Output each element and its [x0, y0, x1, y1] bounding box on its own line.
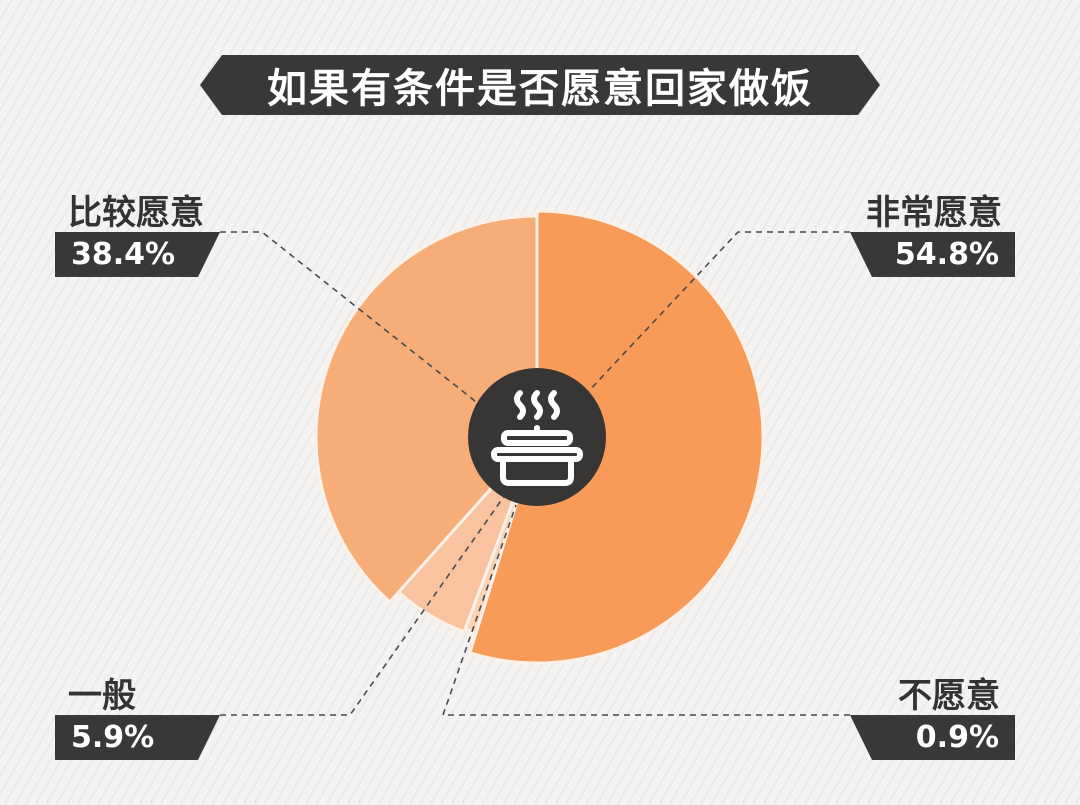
leader-line-feichang — [584, 231, 850, 396]
leader-line-buyuanyi — [441, 504, 850, 716]
label-bijiao: 比较愿意 — [68, 193, 204, 233]
label-yiban: 一般 — [68, 676, 136, 716]
value-bijiao: 38.4% — [55, 232, 220, 277]
leader-line-bijiao — [220, 231, 481, 406]
value-feichang: 54.8% — [850, 232, 1015, 277]
chart-title: 如果有条件是否愿意回家做饭 — [200, 55, 880, 115]
label-buyuanyi: 不愿意 — [898, 676, 1000, 716]
pie-slice-3 — [314, 214, 539, 604]
pie-slice-0 — [468, 209, 765, 665]
cooking-pot-icon — [468, 368, 606, 506]
value-buyuanyi: 0.9% — [850, 715, 1015, 760]
label-feichang: 非常愿意 — [866, 193, 1002, 233]
value-yiban: 5.9% — [55, 715, 220, 760]
leader-line-yiban — [220, 494, 506, 716]
